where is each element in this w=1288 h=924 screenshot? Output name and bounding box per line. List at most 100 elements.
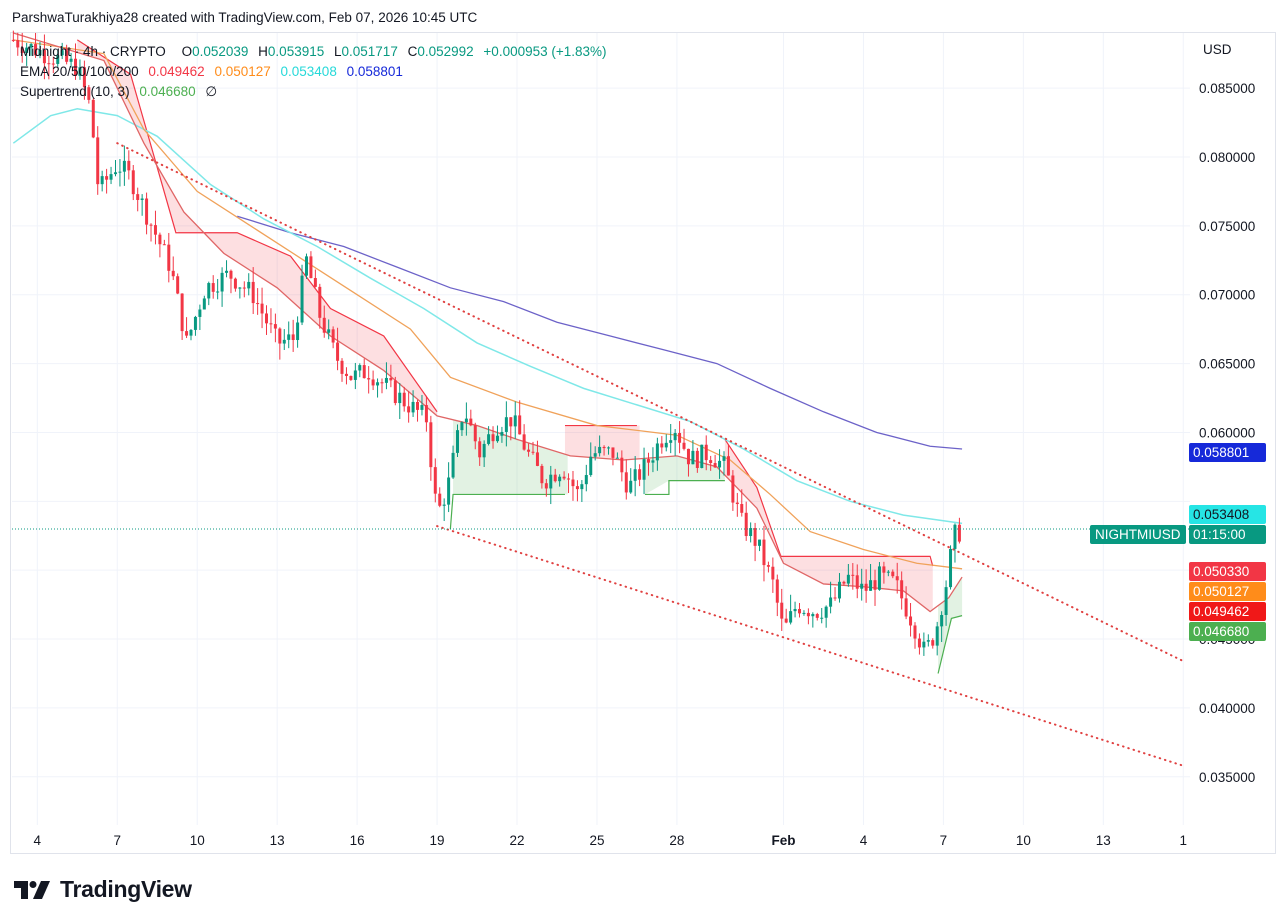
currency-label[interactable]: USD xyxy=(1203,42,1232,57)
price-label-0.050330: 0.050330 xyxy=(1189,562,1266,581)
candle-body xyxy=(869,580,873,591)
legend-low: 0.051717 xyxy=(341,44,398,59)
candle-body xyxy=(611,447,615,458)
candle-body xyxy=(487,434,491,444)
candle-body xyxy=(709,460,713,464)
candle-body xyxy=(416,401,420,410)
x-tick-label: 4 xyxy=(34,833,42,848)
candle-body xyxy=(158,234,162,245)
chart-credit: ParshwaTurakhiya28 created with TradingV… xyxy=(12,10,478,25)
candle-body xyxy=(193,316,197,330)
candle-body xyxy=(282,339,286,344)
candle-body xyxy=(535,452,539,466)
legend-supertrend-row[interactable]: Supertrend (10, 3) 0.046680 ∅ xyxy=(20,82,607,102)
candle-body xyxy=(518,415,522,435)
candle-body xyxy=(300,275,304,323)
candle-body xyxy=(500,431,504,436)
candle-body xyxy=(185,331,189,336)
candle-body xyxy=(495,435,499,442)
candle-body xyxy=(584,475,588,485)
candle-body xyxy=(829,597,833,607)
candle-body xyxy=(482,443,486,458)
trendline xyxy=(116,142,1185,663)
candle-body xyxy=(60,50,64,56)
legend-o-label: O xyxy=(181,44,193,59)
candle-body xyxy=(607,447,611,449)
candle-body xyxy=(167,244,171,271)
legend-empty-set-icon: ∅ xyxy=(205,84,218,99)
tradingview-logo-icon xyxy=(14,880,50,899)
candle-body xyxy=(775,579,779,603)
ema20-line xyxy=(13,32,963,613)
candle-body xyxy=(669,440,673,443)
candle-body xyxy=(20,47,24,54)
candle-body xyxy=(655,443,659,461)
candle-body xyxy=(846,574,850,584)
candle-body xyxy=(469,418,473,426)
candle-body xyxy=(864,583,868,591)
candle-body xyxy=(29,44,33,48)
candle-body xyxy=(753,528,757,546)
candle-body xyxy=(420,405,424,410)
candle-body xyxy=(926,640,930,642)
candle-body xyxy=(553,474,557,482)
legend-c-label: C xyxy=(407,44,418,59)
candle-body xyxy=(567,478,571,480)
candle-body xyxy=(140,198,144,200)
candle-body xyxy=(877,566,881,590)
candle-body xyxy=(882,566,886,573)
candle-body xyxy=(833,597,837,599)
legend-ema100: 0.053408 xyxy=(280,64,337,79)
candle-body xyxy=(162,244,166,246)
candle-body xyxy=(913,625,917,639)
price-label-0.049462: 0.049462 xyxy=(1189,602,1266,621)
candle-body xyxy=(47,63,51,65)
candle-body xyxy=(820,617,824,619)
legend-ohlc-row: Midnight · 4h · CRYPTO O0.052039 H0.0539… xyxy=(20,42,607,62)
legend-ema-row[interactable]: EMA 20/50/100/200 0.049462 0.050127 0.05… xyxy=(20,62,607,82)
ticker-symbol: NIGHTMIUSD xyxy=(1095,527,1181,542)
candle-body xyxy=(69,58,73,62)
candle-body xyxy=(455,430,459,453)
candle-body xyxy=(860,583,864,589)
tradingview-logo[interactable]: TradingView xyxy=(14,876,192,903)
candle-body xyxy=(749,528,753,537)
candle-body xyxy=(322,317,326,333)
candle-body xyxy=(815,614,819,618)
legend-change: +0.000953 (+1.83%) xyxy=(483,44,607,59)
x-tick-label: 10 xyxy=(1016,833,1031,848)
candle-body xyxy=(509,417,513,427)
candle-body xyxy=(842,581,846,584)
candle-body xyxy=(673,433,677,441)
candle-body xyxy=(225,270,229,273)
candle-body xyxy=(25,47,29,54)
candle-body xyxy=(762,539,766,566)
candle-body xyxy=(691,450,695,465)
candle-body xyxy=(313,278,317,287)
candle-body xyxy=(642,459,646,480)
candle-body xyxy=(16,40,20,48)
candle-body xyxy=(744,512,748,537)
legend-symbol[interactable]: Midnight · 4h · CRYPTO xyxy=(20,44,166,59)
candle-body xyxy=(442,504,446,506)
candle-body xyxy=(296,322,300,341)
candle-body xyxy=(522,434,526,450)
candle-body xyxy=(855,575,859,589)
candle-body xyxy=(82,67,86,88)
candle-body xyxy=(549,474,553,489)
candle-body xyxy=(931,640,935,646)
candle-body xyxy=(56,55,60,64)
legend-supertrend-label: Supertrend (10, 3) xyxy=(20,84,130,99)
legend-l-label: L xyxy=(334,44,342,59)
candle-body xyxy=(780,602,784,619)
candle-body xyxy=(433,467,437,494)
grid xyxy=(12,33,1190,825)
legend-close: 0.052992 xyxy=(417,44,474,59)
candle-body xyxy=(602,446,606,449)
candle-body xyxy=(371,379,375,386)
candle-body xyxy=(895,576,899,581)
candle-body xyxy=(198,309,202,317)
candle-body xyxy=(376,382,380,386)
candle-body xyxy=(793,608,797,612)
